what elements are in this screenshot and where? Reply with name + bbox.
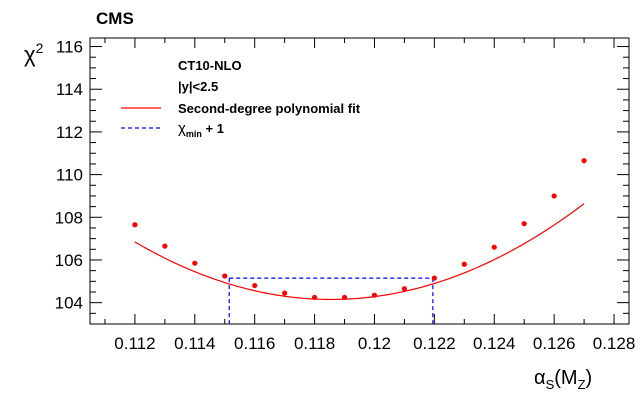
x-tick-label: 0.114 (174, 334, 215, 353)
data-point (282, 290, 288, 296)
x-tick-label: 0.124 (473, 334, 516, 353)
y-tick-label: 112 (56, 123, 83, 142)
data-point (162, 243, 168, 249)
x-tick-label: 0.112 (114, 334, 155, 353)
y-tick-label: 116 (56, 38, 83, 57)
data-point (431, 275, 437, 281)
y-tick-label: 108 (55, 208, 83, 227)
legend-band-label: χmin + 1 (178, 120, 224, 139)
data-point (491, 244, 497, 250)
data-point (252, 282, 258, 289)
data-point (222, 273, 228, 279)
legend: CT10-NLO |y|<2.5 Second-degree polynomia… (121, 58, 361, 139)
data-point (371, 292, 378, 298)
x-tick-label: 0.12 (358, 334, 391, 353)
x-tick-label: 0.122 (413, 334, 456, 353)
data-point (521, 221, 527, 227)
legend-header-pdf: CT10-NLO (178, 58, 242, 73)
y-axis-label: χ2 (24, 40, 44, 67)
plot-frame (89, 37, 630, 325)
x-axis-label: αS(MZ) (534, 367, 592, 392)
x-tick-label: 0.118 (294, 334, 335, 353)
y-tick-label: 114 (56, 80, 83, 99)
y-tick-label: 104 (55, 294, 83, 313)
y-tick-label: 106 (55, 251, 83, 270)
data-point (401, 286, 408, 292)
data-point (581, 158, 587, 164)
y-tick-label: 110 (56, 166, 83, 185)
fit-curve (134, 203, 585, 301)
data-point (132, 222, 138, 228)
x-tick-label: 0.116 (234, 334, 275, 353)
data-point (551, 193, 557, 199)
legend-fit-label: Second-degree polynomial fit (178, 101, 361, 116)
legend-header-rapidity: |y|<2.5 (178, 79, 218, 94)
data-point (311, 294, 318, 300)
data-point (461, 261, 467, 267)
data-point (341, 294, 348, 300)
experiment-label: CMS (96, 9, 134, 28)
data-point (192, 260, 198, 266)
x-tick-label: 0.126 (533, 334, 576, 353)
x-tick-label: 0.128 (593, 334, 636, 353)
